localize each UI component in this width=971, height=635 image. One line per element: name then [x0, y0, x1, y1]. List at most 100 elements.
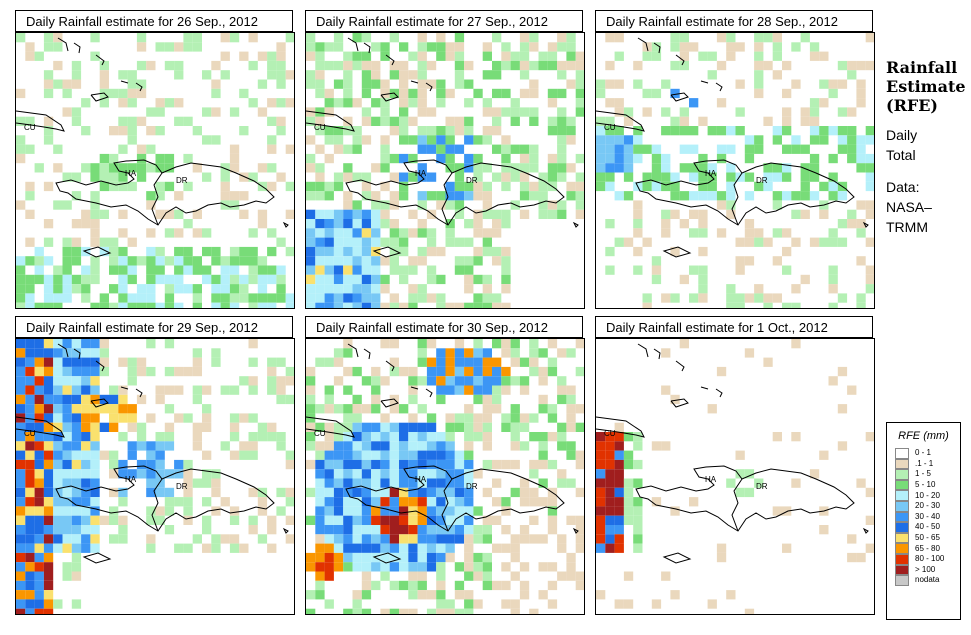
rainfall-cell	[380, 543, 390, 553]
rainfall-cell	[399, 562, 409, 572]
rainfall-cell	[34, 339, 44, 349]
rainfall-cell	[136, 116, 147, 126]
rainfall-cell	[800, 163, 810, 173]
puerto-rico-coastline	[572, 527, 579, 534]
rainfall-cell	[800, 209, 810, 219]
rainfall-cell	[744, 348, 755, 358]
rainfall-cell	[90, 515, 100, 525]
bahamas-coastline	[347, 37, 433, 102]
rainfall-cell	[352, 534, 362, 544]
rainfall-cell	[623, 144, 634, 154]
rainfall-cell	[633, 246, 643, 257]
rainfall-cell	[99, 153, 109, 164]
rainfall-cell	[352, 366, 362, 377]
rainfall-cell	[510, 163, 520, 173]
country-label: CU	[604, 429, 616, 438]
rainfall-cell	[492, 459, 502, 470]
rainfall-cell	[53, 60, 63, 71]
rainfall-cell	[174, 459, 184, 470]
rainfall-cell	[436, 487, 446, 498]
rainfall-cell	[464, 79, 474, 89]
rainfall-cell	[118, 385, 128, 395]
rainfall-cell	[408, 394, 418, 405]
rainfall-cell	[164, 487, 175, 498]
rainfall-cell	[679, 339, 689, 349]
rainfall-cell	[436, 441, 446, 451]
rainfall-cell	[306, 163, 316, 173]
rainfall-cell	[306, 256, 316, 266]
rainfall-cell	[614, 534, 624, 544]
rainfall-cell	[698, 163, 708, 173]
rainfall-cell	[276, 357, 286, 367]
rainfall-cell	[183, 256, 193, 266]
rainfall-cell	[454, 302, 465, 308]
rainfall-cell	[519, 70, 530, 80]
rainfall-cell	[782, 60, 792, 71]
rainfall-cell	[529, 469, 539, 479]
rainfall-cell	[623, 459, 634, 470]
rainfall-cell	[501, 339, 511, 349]
rainfall-cell	[614, 459, 624, 470]
rainfall-cell	[155, 394, 165, 405]
legend-item: > 100	[895, 564, 960, 576]
rainfall-cell	[417, 497, 427, 507]
rainfall-cell	[426, 497, 437, 507]
rainfall-cell	[333, 237, 344, 247]
rainfall-cell	[136, 79, 147, 89]
rainfall-cell	[324, 432, 334, 442]
rainfall-cell	[352, 274, 362, 285]
rainfall-cell	[333, 79, 344, 89]
rainfall-cell	[34, 478, 44, 488]
rainfall-cell	[614, 497, 624, 507]
rainfall-cell	[436, 88, 446, 99]
rainfall-cell	[417, 191, 427, 201]
text-data: Data:	[886, 179, 920, 195]
rainfall-cell	[482, 404, 492, 414]
rainfall-cell	[454, 191, 465, 201]
rainfall-cell	[482, 70, 492, 80]
rainfall-cell	[689, 228, 699, 238]
rainfall-cell	[661, 163, 671, 173]
rainfall-cell	[25, 339, 35, 349]
rainfall-cell	[43, 33, 54, 43]
rainfall-cell	[361, 116, 372, 126]
rainfall-cell	[220, 497, 230, 507]
rainfall-cell	[651, 51, 662, 61]
rainfall-cell	[492, 219, 502, 229]
rainfall-cell	[389, 256, 399, 266]
rainfall-cell	[90, 422, 100, 432]
rainfall-cell	[791, 237, 801, 247]
rainfall-cell	[445, 88, 455, 99]
rainfall-cell	[248, 450, 258, 460]
rainfall-cell	[333, 98, 344, 108]
rainfall-cell	[53, 339, 63, 349]
rainfall-cell	[557, 163, 567, 173]
rainfall-cell	[399, 88, 409, 99]
rainfall-cell	[501, 265, 511, 275]
rainfall-cell	[174, 98, 184, 108]
rainfall-cell	[623, 478, 634, 488]
rainfall-cell	[445, 506, 455, 516]
rainfall-cell	[315, 126, 325, 136]
rainfall-cell	[436, 79, 446, 89]
rainfall-cell	[473, 339, 483, 349]
rainfall-cell	[324, 107, 334, 117]
rainfall-cell	[109, 506, 119, 516]
rainfall-cell	[62, 265, 72, 275]
rainfall-cell	[819, 209, 829, 219]
rainfall-cell	[53, 478, 63, 488]
rainfall-cell	[239, 172, 249, 182]
rainfall-cell	[529, 181, 539, 192]
rainfall-cell	[445, 237, 455, 247]
rainfall-cell	[361, 88, 372, 99]
rainfall-cell	[99, 70, 109, 80]
rainfall-cell	[856, 144, 866, 154]
rainfall-cell	[343, 534, 353, 544]
rainfall-cell	[464, 543, 474, 553]
rainfall-cell	[202, 413, 212, 423]
rainfall-cell	[408, 153, 418, 164]
rainfall-cell	[389, 478, 399, 488]
rainfall-cell	[127, 413, 137, 423]
rainfall-cell	[62, 394, 72, 405]
rainfall-cell	[343, 79, 353, 89]
